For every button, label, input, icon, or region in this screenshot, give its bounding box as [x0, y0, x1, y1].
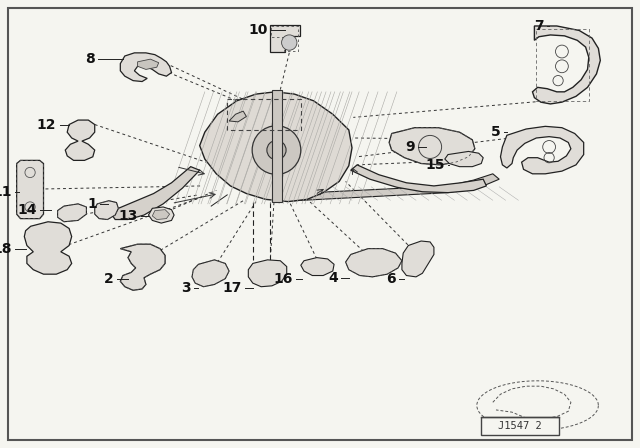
- Polygon shape: [445, 151, 483, 167]
- Polygon shape: [152, 210, 170, 220]
- Text: 8: 8: [85, 52, 95, 66]
- Polygon shape: [138, 59, 159, 69]
- Polygon shape: [248, 260, 287, 287]
- Text: 7: 7: [534, 19, 544, 33]
- Polygon shape: [120, 244, 165, 290]
- Polygon shape: [346, 249, 402, 277]
- Polygon shape: [17, 160, 44, 219]
- Polygon shape: [200, 92, 352, 202]
- Polygon shape: [229, 111, 246, 122]
- Text: 11: 11: [0, 185, 12, 199]
- Polygon shape: [270, 25, 300, 52]
- Polygon shape: [24, 222, 72, 274]
- Polygon shape: [351, 165, 486, 193]
- Polygon shape: [95, 201, 118, 220]
- Polygon shape: [500, 126, 584, 174]
- Text: 4: 4: [328, 271, 338, 285]
- Polygon shape: [148, 207, 174, 223]
- Circle shape: [252, 126, 301, 174]
- Polygon shape: [532, 26, 600, 104]
- Text: 13: 13: [118, 209, 138, 223]
- Polygon shape: [389, 128, 475, 165]
- Text: 5: 5: [491, 125, 500, 139]
- Polygon shape: [112, 167, 200, 220]
- Text: 6: 6: [386, 271, 396, 286]
- Text: 16: 16: [274, 271, 293, 286]
- Circle shape: [267, 141, 286, 159]
- Circle shape: [282, 35, 297, 50]
- Polygon shape: [58, 204, 86, 222]
- Text: 1: 1: [88, 197, 97, 211]
- Polygon shape: [301, 258, 334, 276]
- Text: 12: 12: [37, 117, 56, 132]
- Text: 3: 3: [181, 280, 191, 295]
- FancyBboxPatch shape: [481, 417, 559, 435]
- Text: 18: 18: [0, 241, 12, 256]
- Text: 9: 9: [405, 140, 415, 154]
- Text: 2: 2: [104, 271, 114, 286]
- Polygon shape: [120, 53, 172, 82]
- FancyBboxPatch shape: [8, 8, 632, 440]
- Text: 17: 17: [223, 280, 242, 295]
- Text: J1547 2: J1547 2: [499, 421, 542, 431]
- Text: 10: 10: [248, 23, 268, 38]
- Polygon shape: [192, 260, 229, 287]
- Text: 14: 14: [18, 202, 37, 217]
- Polygon shape: [272, 90, 282, 202]
- Text: 15: 15: [426, 158, 445, 172]
- Polygon shape: [255, 174, 499, 201]
- Polygon shape: [65, 120, 95, 160]
- Polygon shape: [402, 241, 434, 277]
